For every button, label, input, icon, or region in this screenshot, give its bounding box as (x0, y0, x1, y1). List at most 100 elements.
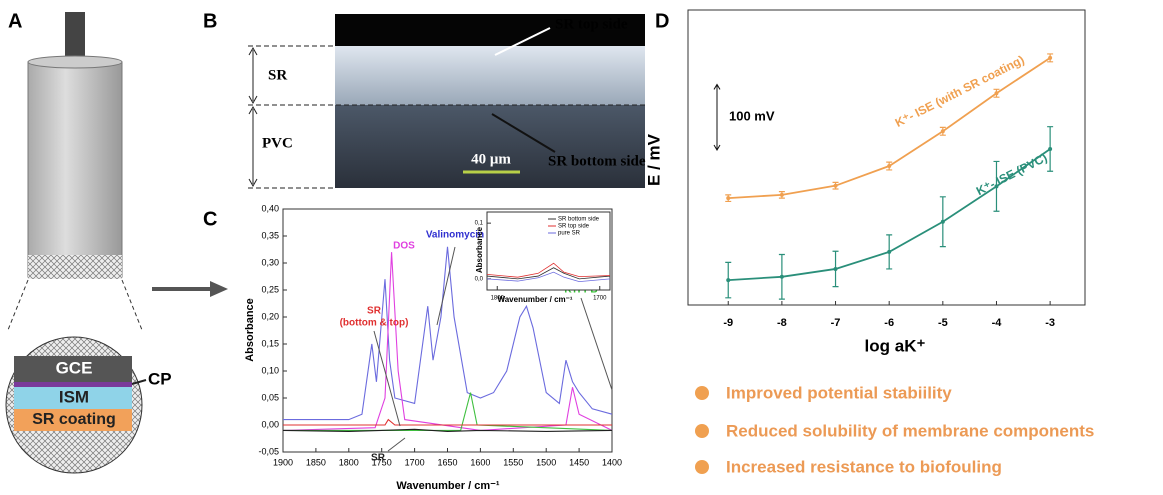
y-tick-label: -0,05 (258, 446, 279, 456)
annotation: SR (371, 453, 386, 464)
point (779, 192, 784, 197)
annotation: SR (367, 306, 382, 317)
scale-bar-label: 100 mV (729, 109, 775, 124)
spectrum-line (282, 252, 613, 431)
pointer (494, 27, 551, 56)
cp-layer (14, 382, 132, 387)
x-tick-label: 1700 (593, 296, 607, 302)
x-tick-label: -5 (938, 317, 948, 329)
point (779, 274, 784, 279)
point (1048, 55, 1053, 60)
legend-label: pure SR (558, 231, 581, 237)
y-tick-label: 0,20 (261, 311, 279, 321)
cap (27, 55, 123, 69)
layer-label: ISM (59, 387, 89, 406)
panel-letter: A (8, 10, 22, 32)
pvc-film (335, 105, 645, 188)
layer-label: SR (268, 67, 287, 83)
plot-frame (486, 211, 611, 291)
y-tick-label: 0,30 (261, 257, 279, 267)
annotation-pointer (436, 246, 456, 326)
rod (65, 12, 85, 62)
x-tick-label: 1550 (503, 457, 523, 467)
bullet-text: Increased resistance to biofouling (726, 457, 1002, 476)
y-tick-label: 0,40 (261, 203, 279, 213)
spectrum-line (283, 392, 613, 431)
point (940, 129, 945, 134)
y-tick-label: 0,10 (261, 365, 279, 375)
x-tick-label: -6 (884, 317, 894, 329)
x-tick-label: 1800 (491, 296, 505, 302)
x-tick-label: 1650 (437, 457, 457, 467)
micrograph: SR PVC 40 μm SR top side SR bottom side (248, 14, 646, 189)
panel-letter: D (655, 10, 669, 32)
y-tick-label: 0,0 (475, 276, 484, 282)
tip (28, 255, 122, 279)
layer-label: SR coating (32, 411, 116, 428)
x-tick-label: 1450 (569, 457, 589, 467)
layer-label: PVC (262, 135, 293, 151)
spectrum-line (486, 262, 611, 278)
annotation: (bottom & top) (340, 318, 409, 329)
x-tick-label: 1850 (306, 457, 326, 467)
dim-arrow (248, 105, 258, 188)
x-tick-label: -8 (777, 317, 787, 329)
point (726, 196, 731, 201)
zoom-line (121, 279, 143, 331)
x-tick-label: 1600 (470, 457, 490, 467)
x-tick-label: -4 (992, 317, 1003, 329)
dim-arrow (248, 46, 258, 105)
point (726, 278, 731, 283)
point (887, 249, 892, 254)
x-tick-label: -7 (831, 317, 841, 329)
pointer (491, 113, 556, 153)
y-tick-label: 0,25 (261, 284, 279, 294)
x-tick-label: 1500 (536, 457, 556, 467)
legend-label: SR top side (558, 224, 590, 230)
point (1048, 146, 1053, 151)
bullet (695, 386, 709, 400)
x-tick-label: 1750 (372, 457, 392, 467)
bullet-text: Reduced solubility of membrane component… (726, 421, 1094, 440)
annotation: SR top side (555, 16, 628, 32)
annotation: Valinomycin (426, 230, 484, 241)
layer-label: GCE (56, 358, 93, 377)
bullet-list: Improved potential stabiility Reduced so… (695, 383, 1094, 476)
chart: 1800 1700 0,0 0,1 Wavenumber / cm⁻¹ Absorbanc… (475, 211, 611, 304)
spectrum-line (486, 267, 611, 280)
zoom-line (7, 279, 29, 331)
plot-frame (687, 9, 1086, 306)
panel-letter: B (203, 10, 217, 32)
annotation-pointer (580, 297, 613, 391)
point (994, 91, 999, 96)
annotation: DOS (393, 241, 415, 252)
y-axis-label: Absorbance (244, 298, 256, 362)
annotation: SR bottom side (548, 153, 646, 169)
annotation-pointer (387, 437, 406, 452)
point (994, 184, 999, 189)
y-axis-label: Absorbance (475, 226, 484, 273)
point (833, 266, 838, 271)
bullet (695, 460, 709, 474)
point (940, 219, 945, 224)
arrow (152, 281, 228, 297)
y-tick-label: 0,00 (261, 419, 279, 429)
x-tick-label: 1900 (273, 457, 293, 467)
bullet (695, 424, 709, 438)
x-axis-label: log aK⁺ (865, 336, 926, 355)
sr-film (335, 46, 645, 105)
spectrum-line (283, 418, 612, 426)
cp-label: CP (148, 369, 172, 388)
x-tick-label: -3 (1045, 317, 1055, 329)
x-axis-label: Wavenumber / cm⁻¹ (497, 295, 572, 304)
air (335, 14, 645, 46)
point (887, 164, 892, 169)
y-tick-label: 0,1 (475, 221, 484, 227)
x-tick-label: 1400 (602, 457, 622, 467)
gce-layer (14, 356, 132, 382)
bullet-text: Improved potential stabiility (726, 383, 952, 402)
cp-pointer (131, 379, 147, 385)
y-tick-label: 0,35 (261, 230, 279, 240)
